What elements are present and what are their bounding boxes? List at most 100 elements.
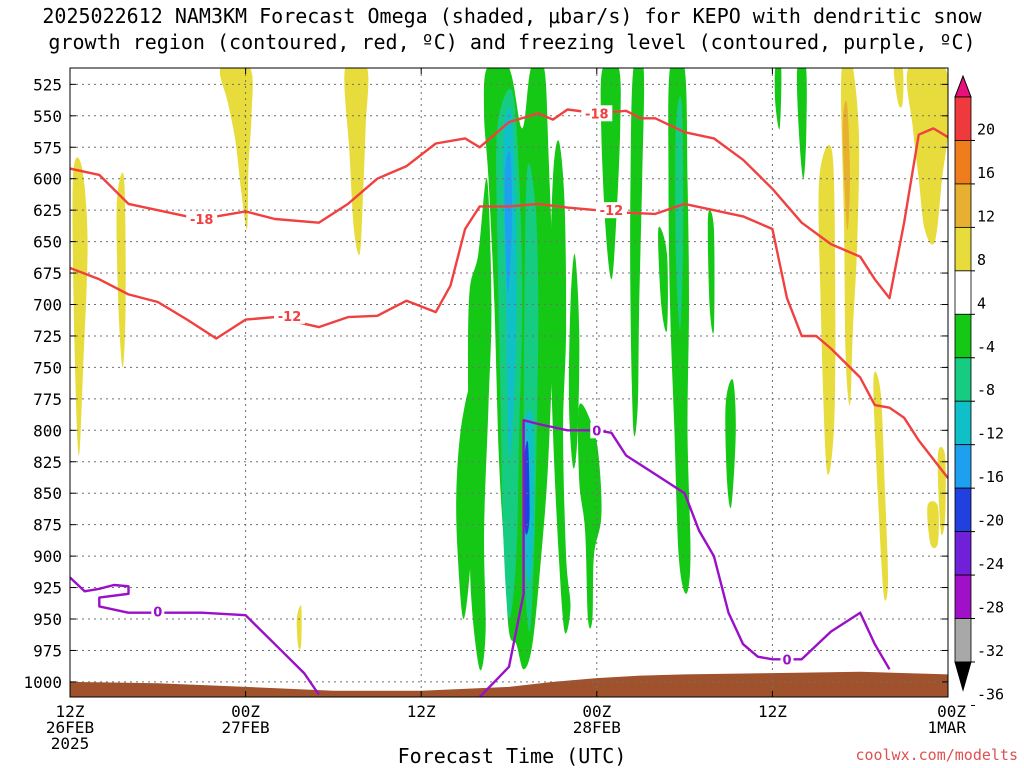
contour-label: -12 bbox=[278, 310, 302, 325]
colorbar-label: -16 bbox=[977, 468, 1004, 486]
y-tick-label: 650 bbox=[33, 233, 62, 252]
omega-shading bbox=[72, 68, 948, 671]
colorbar-band bbox=[954, 531, 972, 576]
omega-region-23 bbox=[219, 68, 253, 230]
contour-label: 0 bbox=[153, 605, 162, 620]
colorbar-band bbox=[954, 226, 972, 272]
omega-region-11 bbox=[577, 403, 602, 629]
y-tick-label: 975 bbox=[33, 641, 62, 660]
freezing-contour-2 bbox=[70, 576, 320, 696]
y-tick-label: 775 bbox=[33, 390, 62, 409]
x-tick-label: 12Z bbox=[758, 702, 787, 721]
y-tick-label: 575 bbox=[33, 138, 62, 157]
y-tick-label: 625 bbox=[33, 201, 62, 220]
colorbar-label: -36 bbox=[977, 685, 1004, 703]
y-tick-label: 800 bbox=[33, 421, 62, 440]
source-credit: coolwx.com/modelts bbox=[855, 746, 1018, 764]
colorbar-band bbox=[954, 140, 972, 185]
y-tick-label: 925 bbox=[33, 579, 62, 598]
y-tick-label: 875 bbox=[33, 516, 62, 535]
grid-lines bbox=[70, 68, 948, 697]
omega-region-17 bbox=[707, 209, 715, 334]
colorbar-band bbox=[954, 618, 972, 663]
contour-label-bg bbox=[581, 105, 613, 122]
omega-region-20 bbox=[796, 68, 807, 179]
omega-region-16 bbox=[658, 226, 668, 332]
colorbar-label: -8 bbox=[977, 381, 995, 399]
terrain-fill bbox=[70, 671, 948, 697]
colorbar: 20 16 12 8 4 -4 -8 -12 -16 -20 -24 -28 -32 -36 bbox=[954, 74, 1004, 706]
dgz-contour-0 bbox=[70, 108, 948, 300]
contour-label: -18 bbox=[190, 213, 214, 228]
omega-region-7 bbox=[504, 150, 513, 293]
y-tick-label: 700 bbox=[33, 296, 62, 315]
y-tick-label: 900 bbox=[33, 547, 62, 566]
x-tick-label: 00Z bbox=[582, 702, 611, 721]
x-tick-label: 12Z bbox=[56, 702, 85, 721]
omega-region-25 bbox=[344, 68, 369, 256]
colorbar-band bbox=[954, 487, 972, 533]
omega-region-19 bbox=[774, 68, 782, 130]
colorbar-label: 4 bbox=[977, 294, 986, 312]
freezing-contour-3 bbox=[478, 419, 891, 697]
omega-region-14 bbox=[668, 68, 691, 594]
plot-frame bbox=[69, 67, 949, 698]
contour-label-bg bbox=[186, 210, 218, 227]
x-tick-label: 28FEB bbox=[573, 718, 621, 737]
omega-region-10 bbox=[568, 253, 580, 469]
colorbar-band bbox=[954, 270, 972, 315]
y-tick-label: 850 bbox=[33, 484, 62, 503]
omega-region-28 bbox=[842, 100, 850, 231]
omega-region-18 bbox=[725, 379, 736, 509]
colorbar-label: -12 bbox=[977, 425, 1004, 443]
y-tick-label: 600 bbox=[33, 170, 62, 189]
contour-label: 0 bbox=[783, 653, 792, 668]
colorbar-label: -32 bbox=[977, 642, 1004, 660]
colorbar-band bbox=[954, 357, 972, 402]
chart-title-line2: growth region (contoured, red, ºC) and f… bbox=[48, 30, 976, 54]
omega-region-8 bbox=[523, 440, 530, 535]
y-tick-label: 725 bbox=[33, 327, 62, 346]
colorbar-label: 8 bbox=[977, 251, 986, 269]
y-tick-label: 1000 bbox=[23, 673, 62, 692]
terrain-layer bbox=[70, 671, 948, 697]
y-tick-label: 950 bbox=[33, 610, 62, 629]
x-tick-label: 00Z bbox=[231, 702, 260, 721]
colorbar-label: 20 bbox=[977, 120, 995, 138]
contour-label-bg bbox=[595, 202, 627, 219]
contour-label: -12 bbox=[600, 204, 624, 219]
omega-region-31 bbox=[893, 68, 904, 108]
contour-label-bg bbox=[274, 307, 305, 324]
x-axis-title: Forecast Time (UTC) bbox=[397, 744, 627, 768]
contour-label-bg bbox=[151, 603, 165, 620]
y-tick-label: 675 bbox=[33, 264, 62, 283]
x-tick-label: 12Z bbox=[407, 702, 436, 721]
colorbar-band bbox=[954, 96, 972, 141]
colorbar-band bbox=[954, 444, 972, 489]
colorbar-label: -20 bbox=[977, 512, 1004, 530]
omega-region-24 bbox=[296, 605, 302, 650]
colorbar-label: -24 bbox=[977, 555, 1004, 573]
colorbar-label: 16 bbox=[977, 164, 995, 182]
omega-region-1 bbox=[467, 177, 492, 671]
chart-title-line1: 2025022612 NAM3KM Forecast Omega (shaded… bbox=[42, 4, 982, 28]
colorbar-bottom-arrow bbox=[954, 661, 972, 692]
colorbar-band bbox=[954, 400, 972, 446]
omega-region-9 bbox=[550, 140, 571, 634]
y-tick-label: 750 bbox=[33, 358, 62, 377]
x-tick-label: 00Z bbox=[937, 702, 966, 721]
omega-region-21 bbox=[72, 157, 88, 456]
y-tick-label: 550 bbox=[33, 107, 62, 126]
colorbar-band bbox=[954, 574, 972, 619]
contour-lines: -18 -18 -12 -12 0 0 0 bbox=[70, 105, 948, 697]
colorbar-band bbox=[954, 183, 972, 228]
x-tick-label: 27FEB bbox=[222, 718, 270, 737]
colorbar-band bbox=[954, 313, 972, 359]
y-axis-ticks: 525 550 575 600 625 650 675 700 725 750 775 800 825 8… bbox=[23, 75, 948, 692]
omega-region-29 bbox=[873, 371, 889, 601]
x-tick-label: 2025 bbox=[51, 734, 90, 753]
colorbar-label: -4 bbox=[977, 338, 995, 356]
colorbar-label: -28 bbox=[977, 599, 1004, 617]
